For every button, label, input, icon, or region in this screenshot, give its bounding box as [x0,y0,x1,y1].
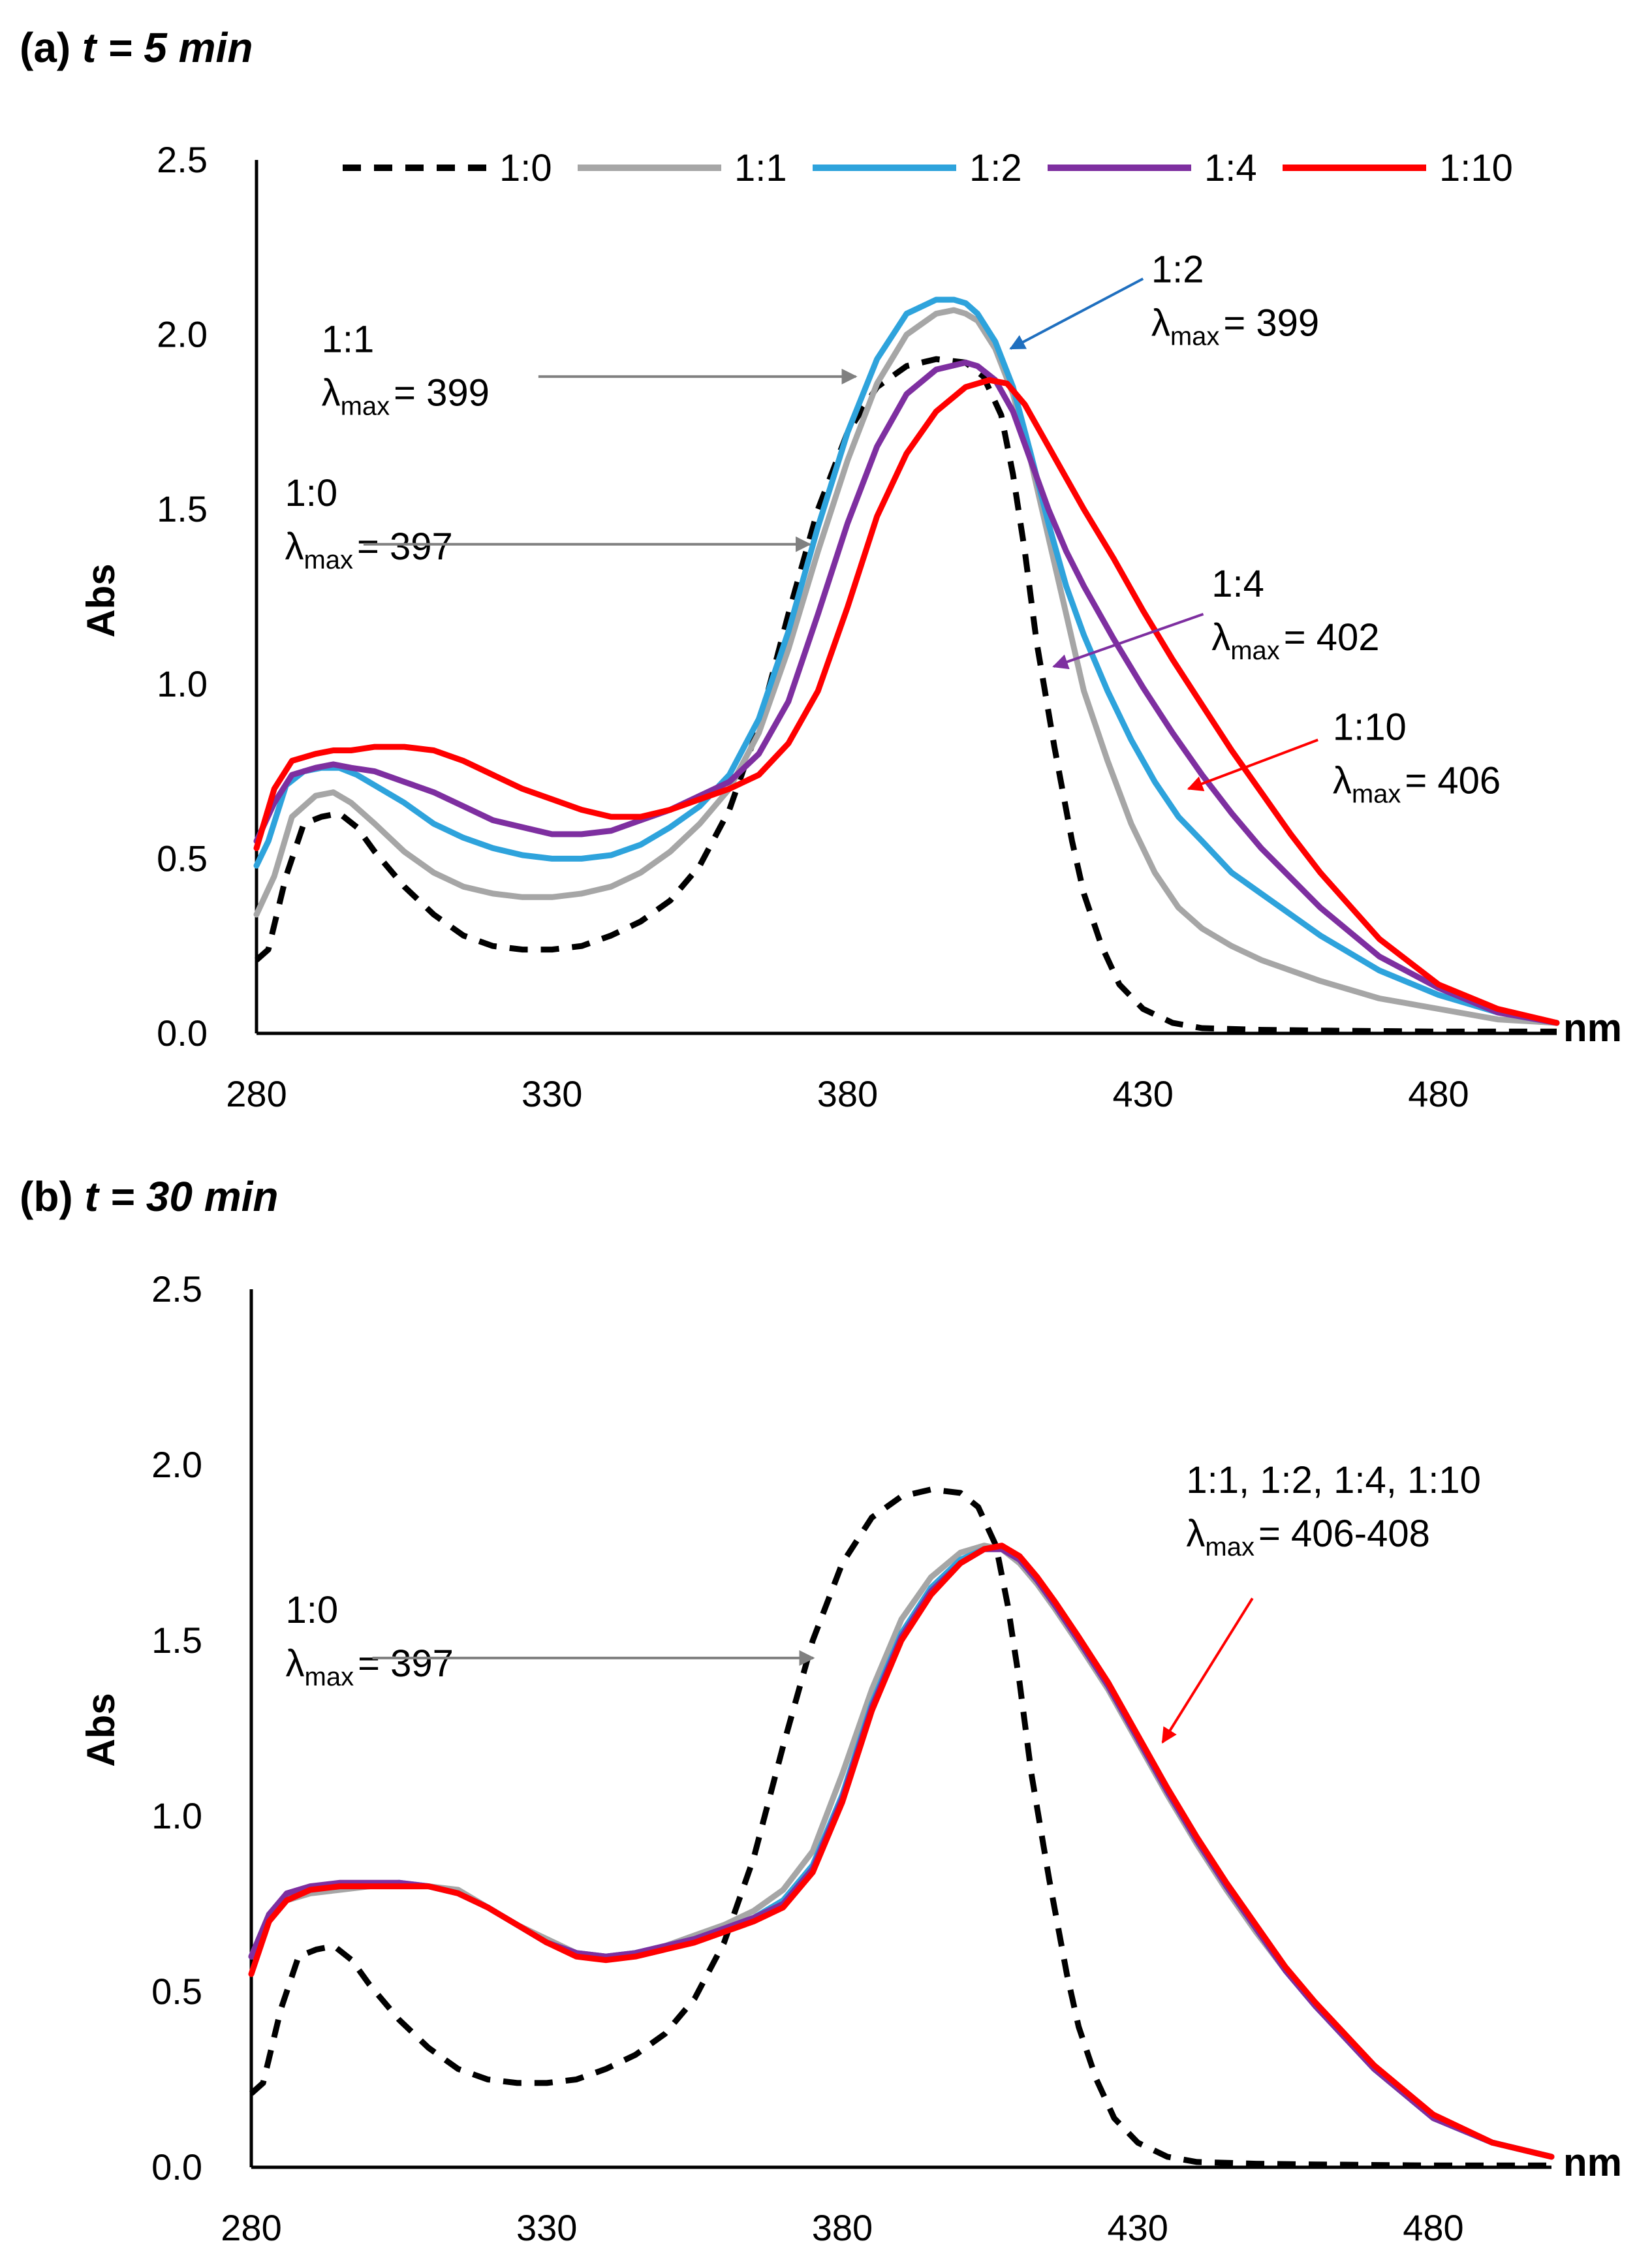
series-line-1-4 [253,359,1560,1026]
y-axis-label-a: Abs [79,563,123,637]
legend-label-1-1: 1:1 [734,147,787,189]
annotation-lambda: λmax = 397 [286,1642,454,1691]
annotation-arrow [1161,1597,1254,1744]
legend-label-1-4: 1:4 [1204,147,1257,189]
annotation-lambda: λmax = 399 [1151,302,1319,351]
annotation-ratio: 1:4 [1211,563,1264,605]
annotation-1-1: 1:1 λmax = 399 [322,318,858,420]
panel-a: (a) t = 5 min 0.0 0.5 1.0 1.5 2.0 2.5 280 330 38… [20,24,1622,1114]
legend-label-1-0: 1:0 [499,147,552,189]
series-line-1-1 [253,307,1560,1026]
annotation-arrow [1052,612,1204,670]
series-line-1-0 [249,1486,1551,2169]
annotation-1-0: 1:0 λmax = 397 [286,1589,815,1691]
annotation-ratio: 1:0 [286,1589,339,1631]
annotation-ratio: 1:10 [1333,706,1407,748]
x-tick-label: 380 [812,2207,873,2248]
x-tick-label: 380 [817,1073,878,1114]
y-tick-label: 2.5 [151,1268,202,1309]
legend-label-1-10: 1:10 [1439,147,1513,189]
annotation-arrow [1187,738,1318,791]
y-tick-label: 1.0 [151,1795,202,1836]
x-tick-label: 430 [1112,1073,1173,1114]
annotation-lambda: λmax = 397 [285,525,452,574]
y-tick-label: 1.0 [157,663,208,704]
y-tick-label: 0.5 [157,838,208,879]
panel-b: (b) t = 30 min 0.0 0.5 1.0 1.5 2.0 2.5 280 330 3… [20,1173,1622,2248]
annotation-ratio: 1:0 [285,472,337,514]
annotation-1-0: 1:0 λmax = 397 [285,472,811,574]
annotation-lambda: λmax = 402 [1211,616,1379,665]
legend: 1:0 1:1 1:2 1:4 1:10 [343,147,1513,189]
x-unit-label-a: nm [1563,1006,1622,1050]
annotation-1-2: 1:2 λmax = 399 [1009,248,1319,351]
x-unit-label-b: nm [1563,2140,1622,2184]
y-tick-label: 1.5 [151,1620,202,1661]
annotation-1-10: 1:10 λmax = 406 [1187,706,1501,808]
y-tick-label: 2.0 [151,1444,202,1485]
y-tick-label: 1.5 [157,488,208,529]
annotation-lambda: λmax = 406-408 [1186,1513,1429,1561]
x-tick-label: 280 [221,2207,281,2248]
annotation-lambda: λmax = 399 [322,371,490,420]
panel-b-label: (b) t = 30 min [20,1173,279,1220]
annotation-1-all: 1:1, 1:2, 1:4, 1:10 λmax = 406-408 [1161,1459,1481,1744]
x-tick-label: 430 [1107,2207,1168,2248]
legend-label-1-2: 1:2 [969,147,1022,189]
annotation-arrow [1009,277,1144,350]
x-tick-label: 480 [1408,1073,1469,1114]
annotation-ratio: 1:1 [322,318,375,360]
x-tick-label: 280 [226,1073,287,1114]
series-line-1-2 [253,296,1560,1026]
plot-area-b: 0.0 0.5 1.0 1.5 2.0 2.5 280 330 380 430 480 1:0 λmax… [151,1268,1555,2248]
y-tick-label: 0.0 [151,2146,202,2187]
y-tick-label: 2.5 [157,139,208,180]
panel-a-label: (a) t = 5 min [20,24,253,71]
series-line-1-0 [255,356,1557,1035]
x-tick-label: 330 [522,1073,582,1114]
y-tick-label: 0.0 [157,1012,208,1054]
y-tick-label: 0.5 [151,1971,202,2012]
series-line-1-10 [248,1543,1555,2160]
annotation-lambda: λmax = 406 [1333,759,1501,808]
annotation-1-4: 1:4 λmax = 402 [1052,563,1380,670]
x-tick-label: 480 [1403,2207,1463,2248]
x-tick-label: 330 [516,2207,577,2248]
y-tick-label: 2.0 [157,314,208,355]
annotation-ratio: 1:1, 1:2, 1:4, 1:10 [1186,1459,1480,1501]
annotation-ratio: 1:2 [1151,248,1204,290]
y-axis-label-b: Abs [79,1693,123,1766]
series-line-1-10 [253,377,1560,1026]
